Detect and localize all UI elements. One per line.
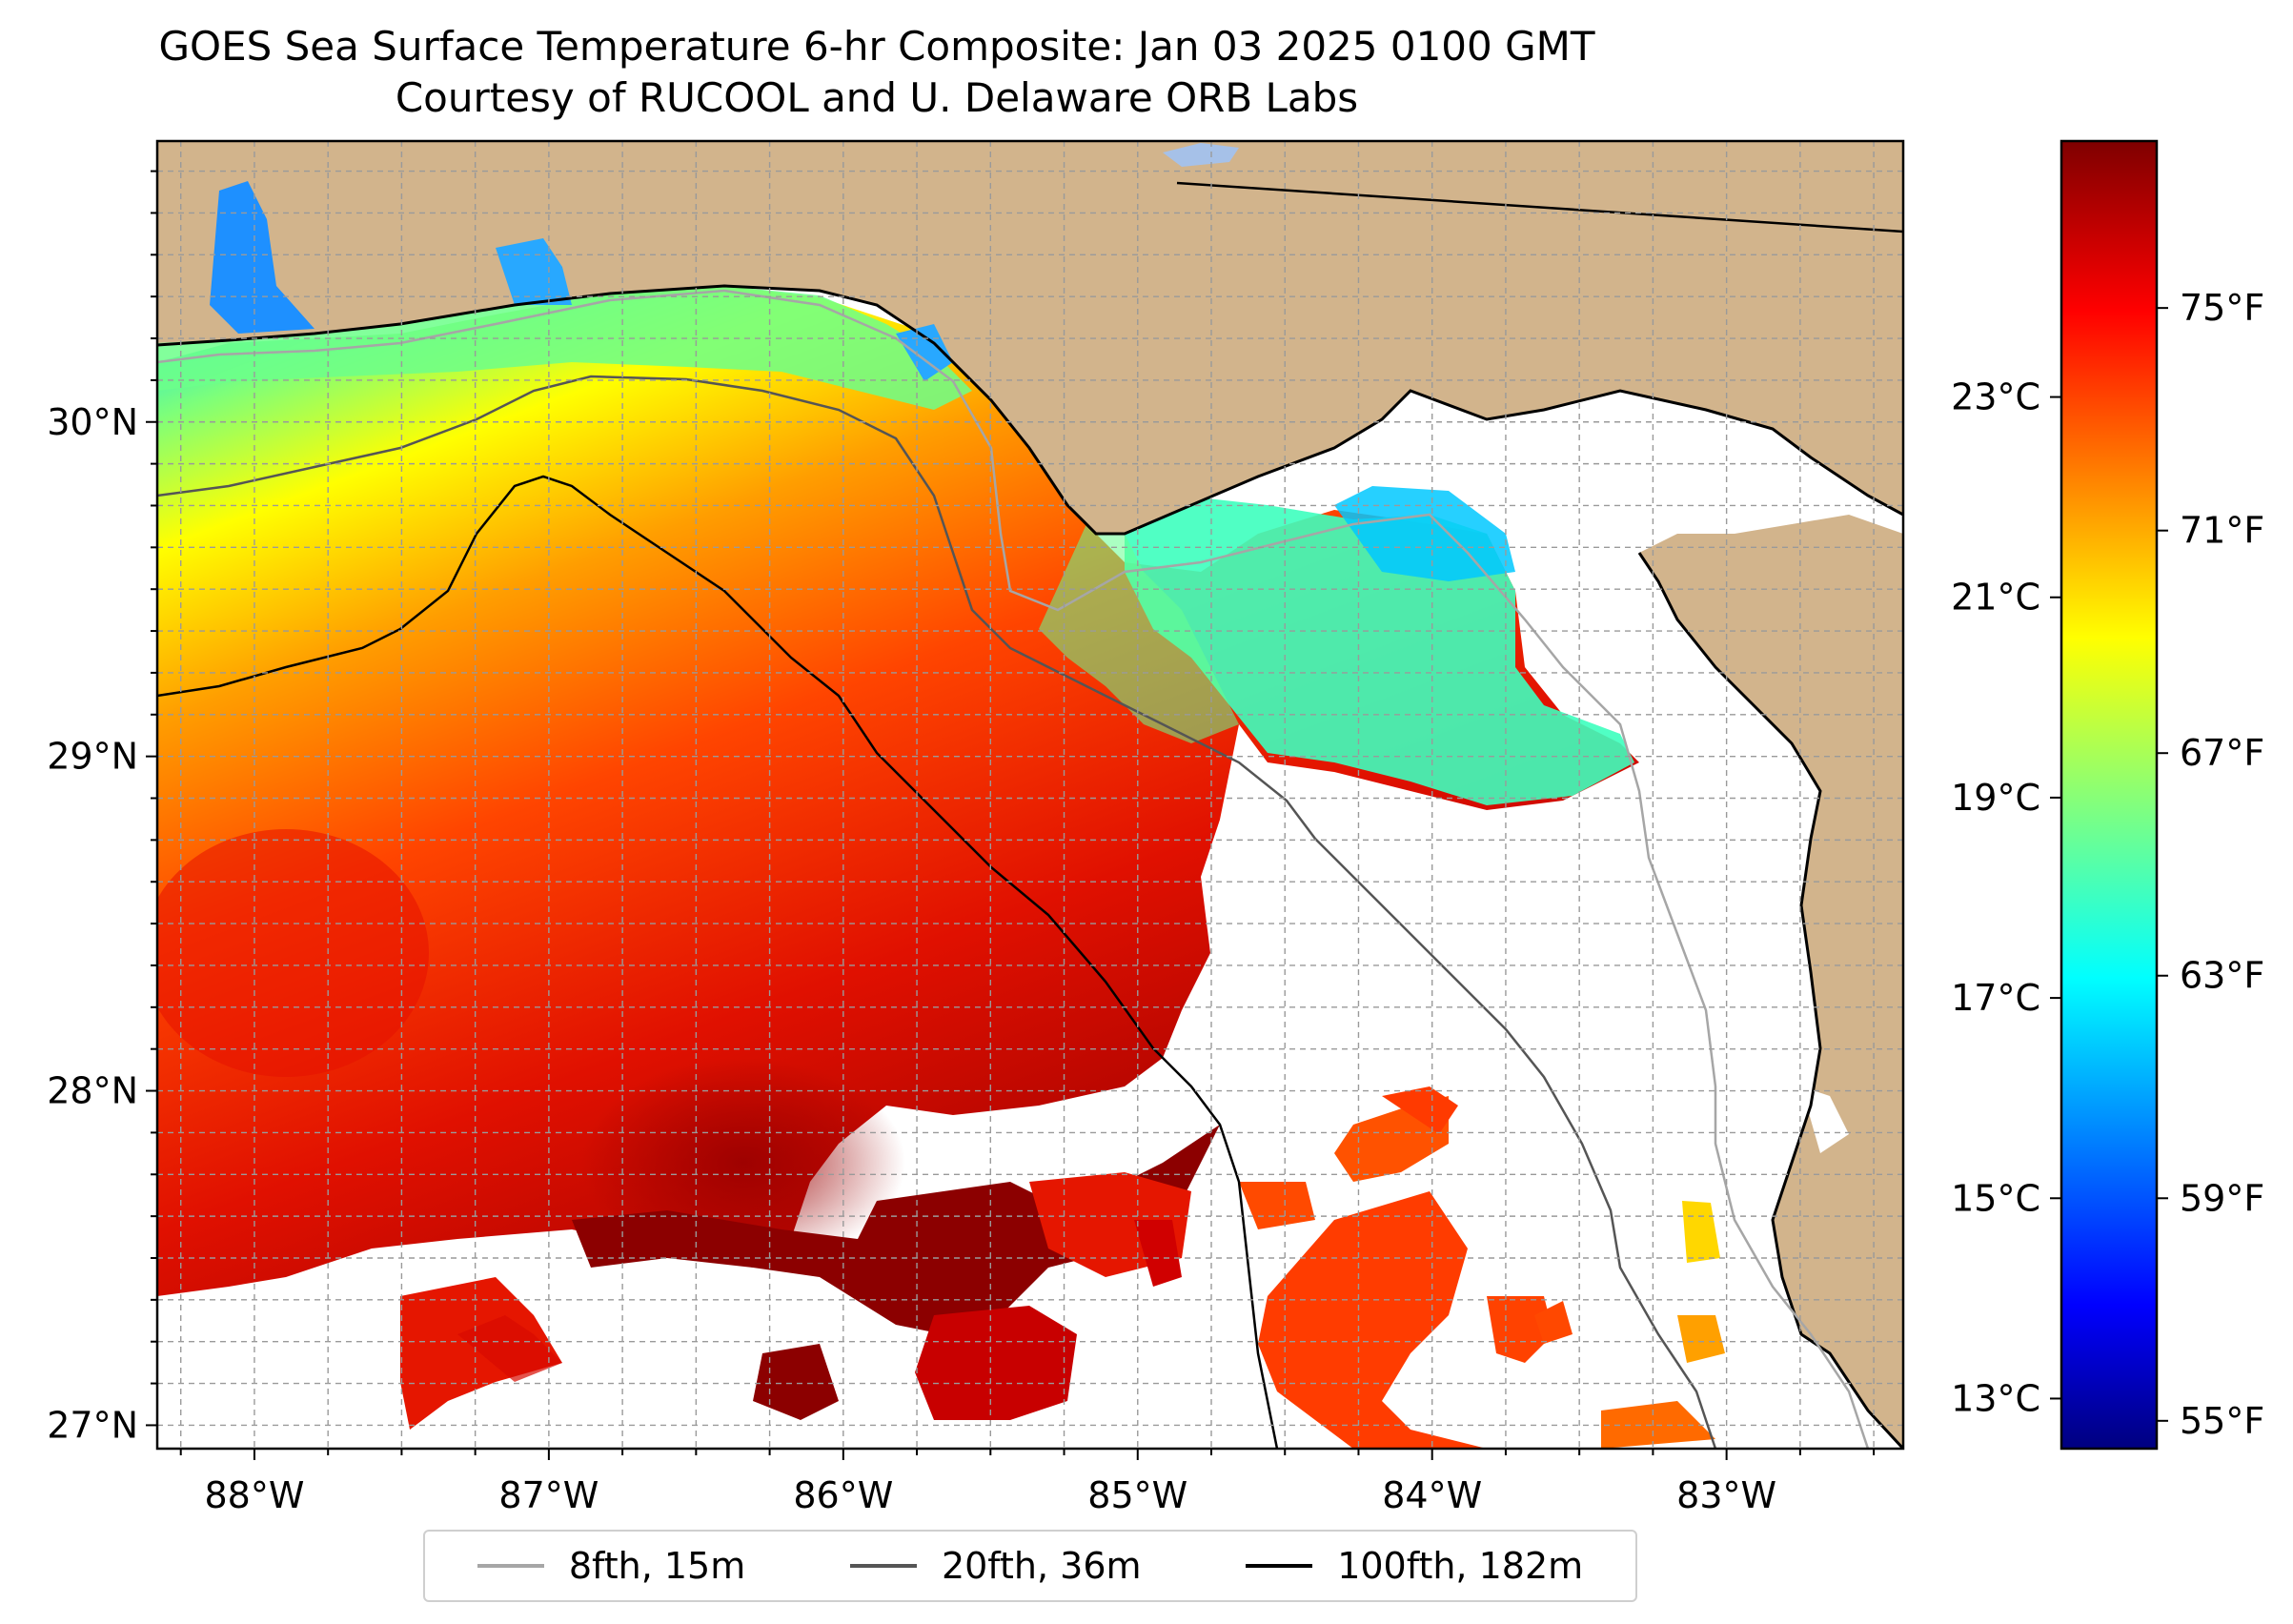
lat-tick-label: 28°N bbox=[47, 1070, 138, 1112]
coastline bbox=[157, 181, 1903, 1449]
colorbar-label-c: 13°C bbox=[1951, 1377, 2040, 1419]
colorbar-label-f: 63°F bbox=[2180, 955, 2264, 997]
isobath-legend: 8fth, 15m 20fth, 36m 100fth, 182m bbox=[423, 1530, 1637, 1602]
legend-label-20fth: 20fth, 36m bbox=[941, 1545, 1142, 1587]
lat-tick-label: 29°N bbox=[47, 736, 138, 778]
lon-tick-label: 88°W bbox=[204, 1474, 304, 1516]
legend-item-8fth: 8fth, 15m bbox=[477, 1545, 745, 1587]
legend-label-100fth: 100fth, 182m bbox=[1337, 1545, 1584, 1587]
lon-tick-label: 84°W bbox=[1382, 1474, 1482, 1516]
colorbar-label-c: 15°C bbox=[1951, 1177, 2040, 1219]
colorbar-label-f: 59°F bbox=[2180, 1177, 2264, 1219]
map-area bbox=[157, 141, 1903, 1449]
legend-line-20fth bbox=[849, 1564, 917, 1568]
colorbar-scale bbox=[2060, 139, 2159, 1451]
colorbar-label-f: 67°F bbox=[2180, 732, 2264, 774]
legend-line-100fth bbox=[1246, 1564, 1313, 1568]
lat-tick-label: 30°N bbox=[47, 401, 138, 443]
graticule bbox=[157, 141, 1903, 1449]
colorbar-label-f: 75°F bbox=[2180, 287, 2264, 329]
lat-tick-label: 27°N bbox=[47, 1404, 138, 1446]
lon-tick-label: 83°W bbox=[1676, 1474, 1776, 1516]
colorbar: 55°F 59°F 63°F 67°F 71°F 75°F 13°C 15°C 17°C 19°C… bbox=[1951, 139, 2264, 1451]
lake bbox=[1163, 143, 1239, 167]
legend-item-20fth: 20fth, 36m bbox=[849, 1545, 1142, 1587]
map-frame bbox=[155, 139, 1905, 1451]
lon-tick-label: 85°W bbox=[1087, 1474, 1187, 1516]
isobath-20fth bbox=[157, 375, 1717, 1449]
colorbar-label-c: 21°C bbox=[1951, 577, 2040, 619]
sst-field bbox=[157, 286, 1816, 1449]
land bbox=[157, 141, 1903, 1449]
isobath-8fth bbox=[157, 289, 1870, 1449]
legend-label-8fth: 8fth, 15m bbox=[568, 1545, 746, 1587]
legend-item-100fth: 100fth, 182m bbox=[1246, 1545, 1583, 1587]
isobath-100fth bbox=[157, 475, 1279, 1449]
colorbar-label-c: 17°C bbox=[1951, 977, 2040, 1019]
lon-tick-label: 87°W bbox=[498, 1474, 599, 1516]
state-boundary bbox=[1176, 181, 1903, 233]
legend-line-8fth bbox=[477, 1564, 544, 1568]
lon-tick-label: 86°W bbox=[793, 1474, 893, 1516]
chart-title: GOES Sea Surface Temperature 6-hr Compos… bbox=[158, 23, 1595, 70]
chart-subtitle: Courtesy of RUCOOL and U. Delaware ORB L… bbox=[395, 74, 1359, 121]
colorbar-label-f: 71°F bbox=[2180, 510, 2264, 552]
colorbar-label-f: 55°F bbox=[2180, 1400, 2264, 1442]
colorbar-label-c: 19°C bbox=[1951, 777, 2040, 819]
isobaths bbox=[157, 289, 1870, 1449]
colorbar-label-c: 23°C bbox=[1951, 376, 2040, 418]
map-axes: 88°W 87°W 86°W 85°W 84°W 83°W 27°N 28°N 29°N 30°N bbox=[47, 170, 1876, 1516]
